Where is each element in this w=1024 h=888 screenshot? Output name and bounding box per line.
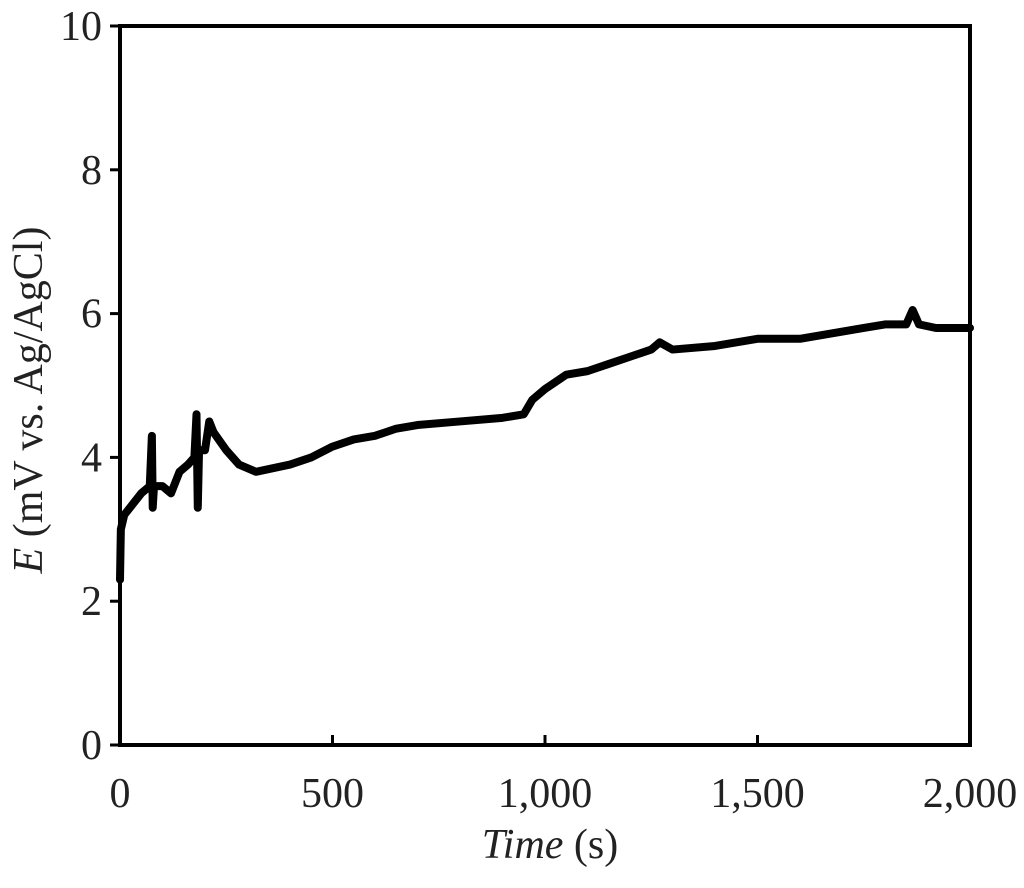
y-tick-label: 0 (81, 723, 102, 769)
y-label-symbol: E (6, 548, 52, 575)
x-tick-label: 1,000 (498, 771, 593, 817)
y-label-unit: (mV vs. Ag/AgCl) (6, 227, 52, 538)
y-tick-label: 8 (81, 148, 102, 194)
x-label-symbol: Time (482, 822, 564, 868)
x-tick-label: 0 (110, 771, 131, 817)
x-tick-label: 500 (301, 771, 364, 817)
x-label-unit: (s) (574, 822, 618, 868)
x-axis-label: Time (s) (482, 822, 619, 868)
x-tick-label: 1,500 (710, 771, 805, 817)
y-tick-label: 2 (81, 579, 102, 625)
y-tick-label: 4 (81, 435, 102, 481)
data-line (116, 306, 974, 584)
y-tick-label: 10 (60, 4, 102, 50)
plot-frame (118, 24, 972, 747)
y-tick-label: 6 (81, 292, 102, 338)
x-tick-label: 2,000 (923, 771, 1018, 817)
y-axis-label: E (mV vs. Ag/AgCl) (6, 227, 52, 575)
